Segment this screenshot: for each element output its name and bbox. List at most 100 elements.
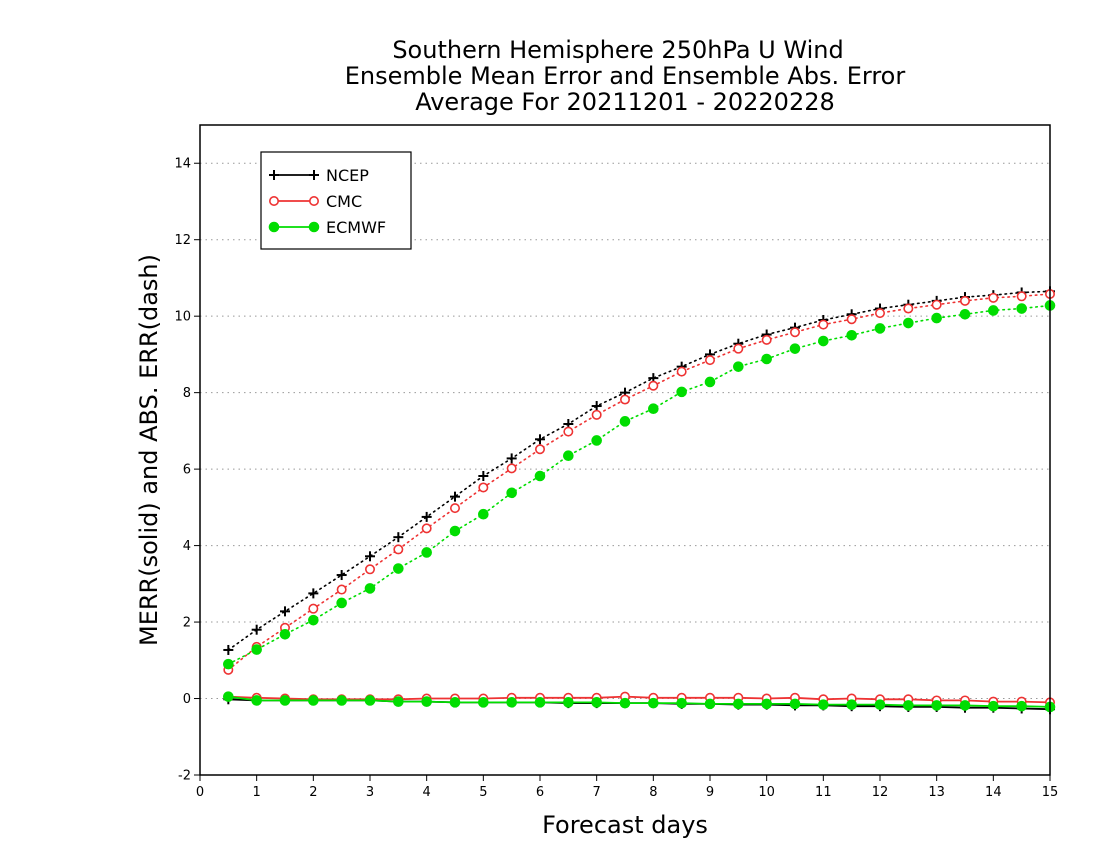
- cmc-abs-err-point: [619, 394, 630, 405]
- ecmwf-mean-err-point: [619, 697, 631, 709]
- ecmwf-mean-err-point: [846, 699, 857, 710]
- legend-marker-cmc: [308, 196, 319, 207]
- ecmwf-abs-err-point: [789, 343, 801, 354]
- ecmwf-abs-err-point: [704, 376, 716, 388]
- cmc-abs-err-point: [676, 366, 687, 377]
- cmc-abs-err-point: [393, 544, 404, 555]
- cmc-abs-err-point: [563, 426, 574, 437]
- ncep-abs-err-point: [450, 491, 460, 502]
- series-cmc: [223, 288, 1056, 708]
- ecmwf-mean-err-point: [789, 698, 801, 710]
- x-tick-label: 8: [649, 785, 657, 800]
- x-tick-label: 14: [985, 785, 1002, 800]
- cmc-abs-err-line: [227, 293, 1051, 671]
- x-tick-label: 2: [309, 785, 317, 800]
- ecmwf-abs-err-point: [818, 335, 829, 347]
- x-tick-label: 4: [423, 785, 431, 800]
- y-tick-label: 12: [174, 233, 191, 248]
- ecmwf-abs-err-point: [336, 597, 347, 609]
- ecmwf-abs-err-point: [563, 450, 574, 462]
- ecmwf-mean-err-point: [648, 697, 659, 709]
- cmc-abs-err-point: [761, 334, 772, 345]
- y-tick-label: 6: [183, 463, 191, 478]
- ecmwf-mean-err-point: [959, 700, 971, 711]
- ecmwf-abs-err-point: [223, 658, 234, 670]
- ecmwf-abs-err-point: [449, 525, 461, 537]
- cmc-abs-err-point: [874, 308, 885, 319]
- legend-marker-ecmwf: [308, 221, 320, 233]
- ecmwf-abs-err-point: [761, 353, 772, 365]
- ecmwf-abs-err-point: [393, 563, 404, 574]
- ncep-abs-err-point: [280, 606, 290, 617]
- cmc-abs-err-point: [478, 482, 489, 493]
- cmc-abs-err-point: [308, 603, 319, 614]
- legend-entry-ecmwf: ECMWF: [268, 218, 386, 237]
- cmc-abs-err-point: [449, 503, 460, 514]
- ecmwf-abs-err-point: [421, 547, 432, 558]
- ecmwf-mean-err-point: [874, 699, 886, 710]
- ecmwf-mean-err-point: [988, 700, 999, 712]
- ecmwf-abs-err-point: [931, 312, 942, 324]
- legend-label-ncep: NCEP: [326, 166, 369, 185]
- ecmwf-abs-err-point: [506, 487, 517, 499]
- y-tick-label: 2: [183, 616, 191, 631]
- cmc-abs-err-point: [591, 409, 602, 420]
- ecmwf-mean-err-point: [251, 695, 262, 706]
- cmc-abs-err-point: [421, 523, 432, 534]
- y-tick-label: 10: [174, 310, 191, 325]
- series-ecmwf: [223, 300, 1056, 713]
- cmc-abs-err-point: [818, 319, 829, 330]
- ecmwf-mean-err-point: [563, 697, 574, 708]
- ecmwf-abs-err-line: [227, 304, 1051, 665]
- x-tick-label: 13: [928, 785, 945, 800]
- x-axis-label: Forecast days: [542, 811, 708, 839]
- ecmwf-abs-err-point: [874, 323, 886, 334]
- plot-frame: [199, 124, 1051, 776]
- ecmwf-abs-err-point: [308, 614, 319, 626]
- ecmwf-mean-err-point: [903, 700, 914, 711]
- ecmwf-mean-err-point: [534, 697, 546, 708]
- ecmwf-mean-err-point: [364, 695, 376, 706]
- ecmwf-abs-err-point: [251, 644, 262, 655]
- ecmwf-mean-err-point: [733, 698, 744, 710]
- legend: NCEP CMC ECMWF: [260, 151, 412, 250]
- ncep-abs-err-point: [393, 532, 404, 543]
- ecmwf-abs-err-point: [988, 305, 999, 316]
- cmc-abs-err-point: [959, 295, 970, 306]
- cmc-abs-err-point: [733, 343, 744, 354]
- ecmwf-mean-err-point: [818, 699, 829, 710]
- x-tick-label: 15: [1042, 785, 1059, 800]
- cmc-abs-err-point: [336, 584, 347, 595]
- ncep-abs-err-line: [227, 290, 1051, 651]
- x-tick-label: 1: [253, 785, 261, 800]
- ncep-abs-err-point: [223, 644, 234, 655]
- ncep-abs-err-point: [365, 551, 375, 562]
- ecmwf-mean-err-point: [506, 697, 517, 708]
- ncep-abs-err-point: [478, 471, 489, 481]
- ncep-abs-err-point: [535, 434, 545, 445]
- ecmwf-abs-err-point: [733, 361, 744, 372]
- cmc-abs-err-point: [846, 314, 857, 325]
- ncep-abs-err-point: [308, 588, 319, 599]
- chart-title: Southern Hemisphere 250hPa U Wind Ensemb…: [345, 36, 906, 116]
- cmc-abs-err-point: [534, 444, 545, 455]
- ecmwf-abs-err-point: [1016, 303, 1027, 314]
- ncep-abs-err-point: [336, 570, 347, 581]
- x-tick-label: 12: [872, 785, 889, 800]
- series-ncep: [223, 286, 1055, 715]
- cmc-abs-err-point: [903, 303, 914, 314]
- x-tick-label: 11: [815, 785, 832, 800]
- ecmwf-mean-err-point: [449, 697, 461, 708]
- cmc-abs-err-point: [704, 355, 715, 366]
- title-line-3: Average For 20211201 - 20220228: [415, 88, 835, 116]
- x-tick-label: 3: [366, 785, 374, 800]
- legend-label-cmc: CMC: [326, 192, 362, 211]
- ncep-abs-err-point: [506, 453, 517, 464]
- ecmwf-abs-err-point: [279, 628, 291, 640]
- title-line-2: Ensemble Mean Error and Ensemble Abs. Er…: [345, 62, 906, 90]
- x-tick-label: 0: [196, 785, 204, 800]
- x-tick-label: 6: [536, 785, 544, 800]
- legend-marker-ecmwf: [268, 221, 280, 233]
- x-tick-label: 9: [706, 785, 714, 800]
